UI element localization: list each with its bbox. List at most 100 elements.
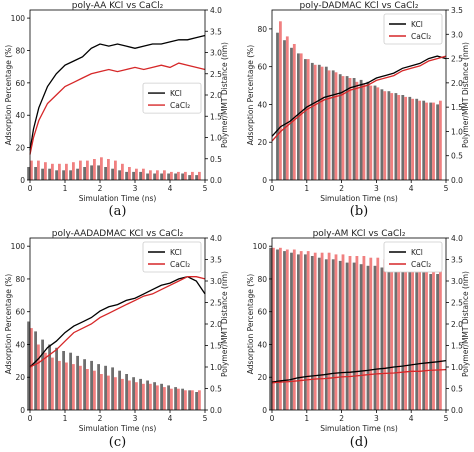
bar-kcl [380,267,384,410]
x-tick-label: 1 [63,184,68,193]
bar-kcl [422,272,426,410]
bar-cacl2 [369,257,373,410]
bar-cacl2 [376,257,380,410]
bar-cacl2 [425,102,428,180]
bar-kcl [283,251,286,410]
bar-kcl [104,167,107,180]
bar-kcl [324,259,328,410]
x-tick-label: 5 [203,184,208,193]
bar-cacl2 [341,254,345,410]
bar-kcl [310,62,314,180]
bar-cacl2 [299,251,303,410]
bar-cacl2 [121,163,124,180]
bar-kcl [174,173,177,180]
chart-title: poly-AM KCl vs CaCl₂ [313,229,406,239]
bar-kcl [401,270,405,410]
bar-kcl [352,78,356,180]
bar-cacl2 [135,382,138,410]
bar-cacl2 [292,249,296,410]
bar-kcl [55,170,58,180]
bar-kcl [48,168,51,180]
bar-kcl [132,171,135,180]
bar-cacl2 [348,256,352,410]
bar-kcl [297,254,300,410]
bar-kcl [160,383,163,410]
bar-cacl2 [327,70,331,180]
bar-kcl [90,165,93,180]
y2-tick-label: 0.5 [451,385,463,394]
bar-cacl2 [121,378,124,410]
bar-cacl2 [355,81,359,180]
bar-cacl2 [376,87,380,180]
bar-cacl2 [170,388,173,410]
x-tick-label: 0 [28,184,33,193]
bar-kcl [429,102,433,180]
bar-kcl [97,165,100,180]
bar-kcl [118,370,121,410]
y-axis-label: Adsorption Percentage (%) [4,45,13,145]
chart-panel-2: 0 20 40 60 80 0.0 0.5 1.0 1.5 2.0 2.5 3.0 3.5 0 1 2 3 4 5 p… [246,1,470,219]
bar-kcl [408,96,412,180]
bar-cacl2 [58,163,61,180]
bar-cacl2 [306,59,310,180]
bar-kcl [331,70,335,180]
bar-cacl2 [51,357,54,410]
bar-cacl2 [142,383,145,410]
x-tick-label: 1 [63,414,68,423]
bar-kcl [422,100,426,180]
bar-kcl [415,98,419,180]
bar-kcl [104,365,107,410]
y2-tick-label: 0.5 [210,155,222,164]
bar-kcl [394,269,398,410]
bar-cacl2 [397,95,401,180]
x-tick-label: 0 [28,414,33,423]
bar-kcl [290,252,293,410]
bar-cacl2 [170,171,173,180]
y2-tick-label: 2.0 [210,320,222,329]
y2-tick-label: 1.5 [210,112,222,121]
series-line-kcl [271,55,447,137]
panel-caption: (b) [350,204,368,219]
bar-cacl2 [362,256,366,410]
bar-cacl2 [100,374,103,410]
bar-cacl2 [163,170,166,180]
y2-tick-label: 4.0 [451,234,463,243]
bar-kcl [83,167,86,180]
series-line-kcl [29,276,206,368]
bar-kcl [373,85,377,180]
y2-tick-label: 3.0 [210,49,222,58]
panel-caption: (a) [109,204,127,219]
bar-kcl [132,377,135,410]
panel-caption: (d) [350,435,368,450]
bar-cacl2 [191,390,194,410]
x-tick-label: 4 [168,414,173,423]
y2-tick-label: 0.5 [451,152,463,161]
bar-kcl [160,173,163,180]
bar-cacl2 [149,383,152,410]
y2-tick-label: 3.5 [210,256,222,265]
y2-tick-label: 1.5 [451,103,463,112]
bar-cacl2 [341,76,345,180]
bar-kcl [276,32,279,181]
bar-cacl2 [279,21,282,180]
bar-cacl2 [114,160,117,180]
y-tick-label: 60 [257,308,267,317]
bar-cacl2 [184,390,187,410]
bar-kcl [338,260,342,410]
x-axis-label: Simulation Time (ns) [320,194,398,203]
y-axis-label: Adsorption Percentage (%) [246,45,255,145]
legend: KCl CaCl₂ [383,241,443,273]
y-tick-label: 0 [262,176,267,185]
bar-cacl2 [418,100,421,180]
bar-kcl [181,388,184,410]
bar-kcl [436,104,439,180]
y2-tick-label: 0.0 [210,176,222,185]
bar-cacl2 [313,64,317,180]
bar-cacl2 [306,251,310,410]
bar-cacl2 [348,78,352,180]
bar-cacl2 [320,252,324,410]
x-tick-label: 4 [409,414,414,423]
y-axis-label: Adsorption Percentage (%) [246,274,255,374]
bar-kcl [76,355,79,410]
chart-title: poly-DADMAC KCl vs CaCl₂ [299,1,418,11]
